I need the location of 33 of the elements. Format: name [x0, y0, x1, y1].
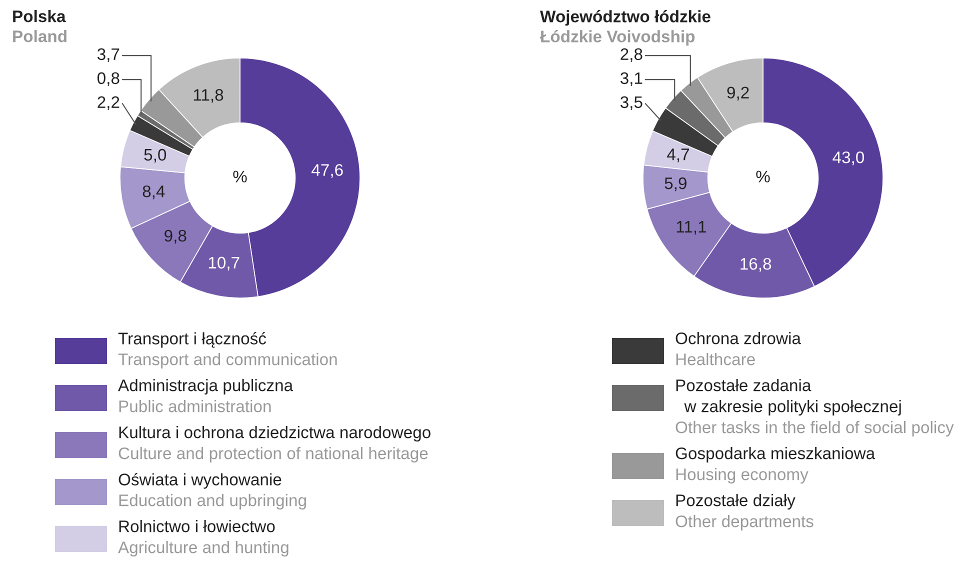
data-label: 3,5: [620, 96, 642, 110]
legend-label: Pozostałe działy Other departments: [676, 494, 814, 531]
legend-label: Pozostałe zadania w zakresie polityki społecznej Other tasks in the field of social policy: [676, 379, 954, 437]
data-label: 43,0: [832, 151, 864, 166]
data-label: 9,8: [164, 230, 186, 244]
chart-title: Województwo łódzkie: [540, 10, 710, 26]
data-label: 47,6: [312, 164, 343, 178]
text: %: [233, 170, 247, 182]
legend-label: Oświata i wychowanie Education and upbringing: [118, 473, 306, 510]
chart-subtitle: Poland: [13, 30, 66, 42]
data-label: 9,2: [727, 86, 749, 100]
legend-label: Rolnictwo i łowiectwo Agriculture and hunting: [118, 520, 288, 557]
data-label: 16,8: [740, 258, 772, 272]
data-label: 2,2: [98, 96, 120, 110]
text: %: [756, 170, 770, 182]
data-label: 3,1: [620, 72, 642, 86]
legend-label: Transport i łączność Transport and communication: [118, 332, 337, 369]
legend-label: Kultura i ochrona dziedzictwa narodowego Culture and protection of national heritage: [118, 426, 430, 463]
data-label: 3,7: [97, 48, 120, 62]
chart-title: Polska: [13, 10, 66, 22]
chart-subtitle: Łódzkie Voivodship: [540, 30, 695, 46]
legend-label: Ochrona zdrowia Healthcare: [676, 332, 801, 366]
data-label: 2,8: [620, 48, 642, 62]
legend-label: Gospodarka mieszkaniowa Housing economy: [676, 447, 876, 484]
data-label: 5,9: [664, 177, 686, 192]
data-label: 11,8: [194, 89, 224, 103]
data-label: 8,4: [142, 185, 165, 200]
legend-label: Administracja publiczna Public administration: [118, 379, 294, 412]
data-label: 5,0: [144, 148, 166, 163]
data-label: 11,1: [676, 221, 706, 235]
data-label: 4,7: [667, 148, 689, 162]
data-label: 10,7: [208, 256, 240, 271]
data-label: 0,8: [97, 72, 120, 86]
